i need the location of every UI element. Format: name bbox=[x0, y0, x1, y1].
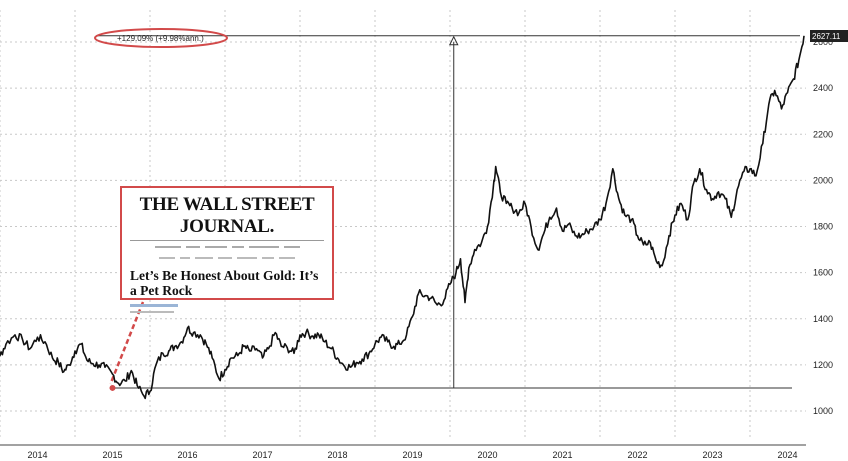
wsj-article-clipping: THE WALL STREET JOURNAL. Let’s Be Honest… bbox=[120, 186, 334, 313]
y-tick-label: 1600 bbox=[813, 268, 833, 278]
series-layer bbox=[0, 35, 805, 400]
gain-annotation: +129.09% (+9.98%ann.) bbox=[94, 28, 228, 48]
y-tick-label: 2400 bbox=[813, 83, 833, 93]
x-tick-label: 2021 bbox=[552, 450, 572, 460]
y-tick-label: 1000 bbox=[813, 406, 833, 416]
axis-tick-labels: 1000120014001600180020002200240026002014… bbox=[27, 37, 833, 460]
wsj-headline: Let’s Be Honest About Gold: It’s a Pet R… bbox=[130, 268, 319, 298]
gain-annotation-text: +129.09% (+9.98%ann.) bbox=[117, 34, 204, 43]
x-tick-label: 2018 bbox=[327, 450, 347, 460]
wsj-nav-block bbox=[279, 257, 295, 259]
wsj-nav-block bbox=[218, 257, 232, 259]
wsj-link bbox=[130, 311, 174, 313]
wsj-nav-block bbox=[159, 257, 175, 259]
low-point-marker bbox=[109, 384, 116, 391]
x-tick-label: 2017 bbox=[252, 450, 272, 460]
wsj-nav-block bbox=[262, 257, 274, 259]
wsj-nav-block bbox=[204, 246, 227, 248]
gain-annotation-circle bbox=[94, 28, 228, 48]
x-tick-label: 2015 bbox=[102, 450, 122, 460]
wsj-nav-block bbox=[180, 257, 190, 259]
wsj-nav-block bbox=[231, 246, 244, 248]
x-tick-label: 2014 bbox=[27, 450, 47, 460]
wsj-nav-block bbox=[283, 246, 300, 248]
last-value-badge: 2627.11 bbox=[810, 30, 848, 42]
y-tick-label: 1800 bbox=[813, 222, 833, 232]
wsj-section-bar bbox=[130, 255, 324, 265]
x-tick-label: 2023 bbox=[702, 450, 722, 460]
wsj-nav-block bbox=[237, 257, 257, 259]
y-tick-label: 2200 bbox=[813, 129, 833, 139]
y-tick-label: 1200 bbox=[813, 360, 833, 370]
wsj-nav-block bbox=[248, 246, 279, 248]
wsj-masthead: THE WALL STREET JOURNAL. bbox=[130, 194, 324, 241]
gold-price-series-line bbox=[0, 35, 805, 400]
x-tick-label: 2022 bbox=[627, 450, 647, 460]
annotation-layer bbox=[96, 35, 800, 391]
y-tick-label: 2000 bbox=[813, 175, 833, 185]
last-value-badge-bg bbox=[810, 30, 848, 42]
x-tick-label: 2019 bbox=[402, 450, 422, 460]
y-tick-label: 1400 bbox=[813, 314, 833, 324]
wsj-nav-block bbox=[185, 246, 200, 248]
wsj-nav-block bbox=[154, 246, 181, 248]
x-tick-label: 2024 bbox=[777, 450, 797, 460]
wsj-nav-block bbox=[195, 257, 213, 259]
wsj-nav-bar bbox=[130, 244, 324, 254]
x-tick-label: 2016 bbox=[177, 450, 197, 460]
gain-arrowhead bbox=[448, 35, 459, 46]
wsj-byline bbox=[130, 304, 178, 307]
x-tick-label: 2020 bbox=[477, 450, 497, 460]
clipping-pointer bbox=[109, 301, 145, 385]
last-value-label: 2627.11 bbox=[812, 32, 841, 41]
